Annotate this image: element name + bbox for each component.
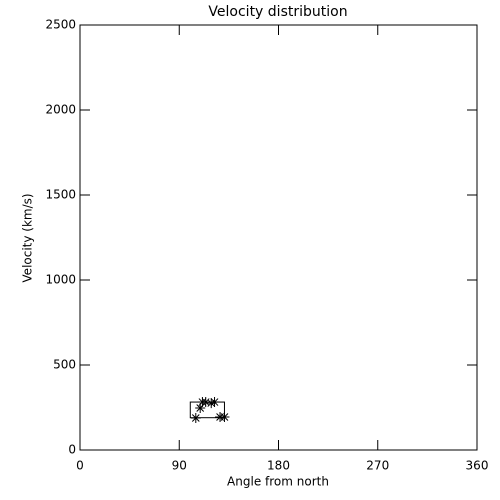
x-tick-label: 90	[172, 459, 187, 473]
x-tick-label: 0	[76, 459, 84, 473]
point	[200, 397, 211, 408]
point	[190, 413, 201, 424]
chart-title: Velocity distribution	[208, 4, 347, 20]
y-tick-label: 1500	[45, 188, 76, 202]
point	[219, 412, 230, 423]
point	[195, 403, 206, 414]
point	[209, 397, 220, 408]
y-tick-label: 500	[53, 358, 76, 372]
x-tick-label: 360	[466, 459, 489, 473]
y-tick-label: 0	[68, 443, 76, 457]
y-axis-label: Velocity (km/s)	[21, 193, 35, 282]
y-tick-label: 2500	[45, 18, 76, 32]
y-tick-label: 2000	[45, 103, 76, 117]
x-axis-label: Angle from north	[227, 475, 329, 489]
y-tick-label: 1000	[45, 273, 76, 287]
x-tick-label: 180	[267, 459, 290, 473]
point	[206, 398, 217, 409]
x-tick-label: 270	[366, 459, 389, 473]
